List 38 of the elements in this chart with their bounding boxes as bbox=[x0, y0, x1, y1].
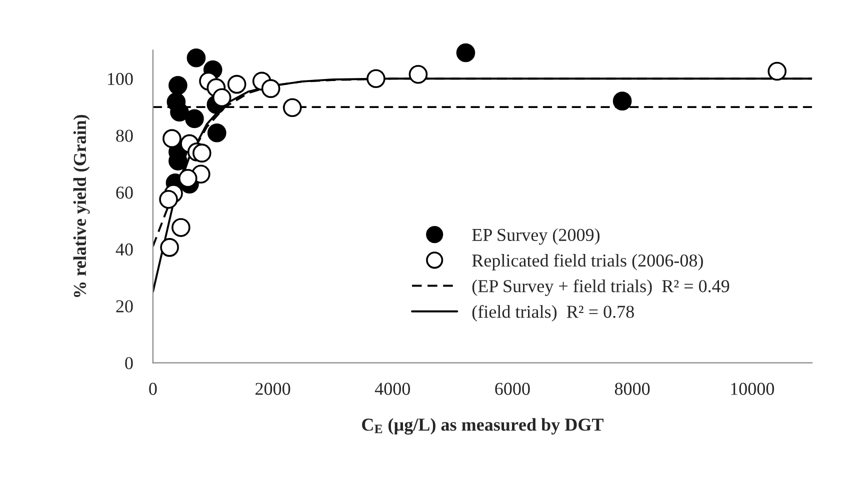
legend-label: (field trials) R² = 0.78 bbox=[472, 304, 634, 322]
point bbox=[261, 79, 280, 98]
x-tick-label: 0 bbox=[149, 382, 157, 395]
point bbox=[212, 88, 232, 108]
legend-label: Replicated field trials (2006-08) bbox=[472, 254, 703, 270]
point bbox=[185, 109, 204, 128]
point bbox=[612, 92, 632, 110]
x-tick-label: 4000 bbox=[374, 382, 410, 395]
point bbox=[282, 98, 302, 118]
legend-label: EP Survey (2009) bbox=[472, 228, 600, 245]
point bbox=[366, 69, 386, 88]
x-tick-label: 8000 bbox=[614, 382, 650, 395]
point bbox=[456, 43, 476, 62]
x-tick-label: 6000 bbox=[495, 382, 530, 395]
point bbox=[160, 238, 179, 257]
point bbox=[168, 76, 188, 95]
y-tick-label: 100 bbox=[108, 72, 133, 86]
point bbox=[178, 168, 198, 188]
legend-label: (EP Survey + field trials) R² = 0.49 bbox=[472, 279, 730, 296]
x-tick-label: 2000 bbox=[256, 382, 290, 395]
x-tick-label: 10000 bbox=[731, 382, 774, 395]
y-tick-label: 40 bbox=[116, 243, 133, 256]
point bbox=[186, 48, 206, 68]
point bbox=[170, 102, 189, 122]
point bbox=[159, 190, 178, 209]
y-tick-label: 0 bbox=[125, 357, 133, 370]
x-axis-title: C$_{E}$ (µg/L) as measured by DGT bbox=[362, 418, 604, 435]
point bbox=[227, 74, 246, 94]
y-axis-title: % relative yield (Grain) bbox=[73, 114, 90, 298]
y-tick-label: 80 bbox=[116, 130, 133, 142]
y-tick-label: 60 bbox=[116, 186, 133, 199]
point bbox=[768, 62, 787, 81]
y-tick-label: 20 bbox=[116, 300, 133, 312]
point bbox=[172, 218, 190, 237]
point bbox=[408, 64, 428, 84]
point bbox=[192, 144, 212, 162]
point bbox=[207, 123, 226, 142]
point bbox=[162, 129, 182, 148]
